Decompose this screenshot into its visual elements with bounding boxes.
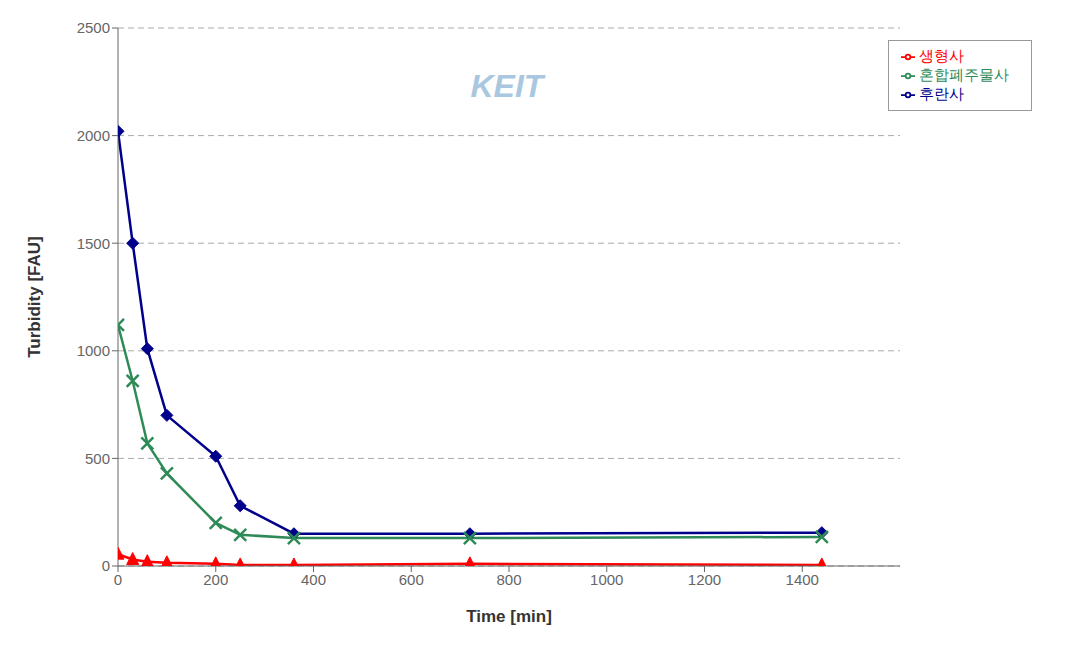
svg-text:500: 500 — [85, 450, 110, 467]
html-text:후란사: 후란사 — [919, 85, 964, 102]
svg-text:0: 0 — [114, 571, 122, 588]
svg-text:600: 600 — [399, 571, 424, 588]
svg-text:Time [min]: Time [min] — [466, 607, 552, 626]
svg-text:1200: 1200 — [688, 571, 721, 588]
svg-text:Turbidity [FAU]: Turbidity [FAU] — [25, 236, 44, 358]
svg-text:1400: 1400 — [786, 571, 819, 588]
svg-text:2500: 2500 — [77, 19, 110, 36]
svg-text:1000: 1000 — [590, 571, 623, 588]
html-text:생형사: 생형사 — [919, 47, 964, 64]
svg-text:2000: 2000 — [77, 127, 110, 144]
svg-text:1500: 1500 — [77, 235, 110, 252]
svg-text:400: 400 — [301, 571, 326, 588]
html-text:KEIT: KEIT — [470, 68, 544, 104]
svg-text:800: 800 — [496, 571, 521, 588]
html-text:혼합폐주물사: 혼합폐주물사 — [919, 66, 1009, 83]
svg-text:0: 0 — [102, 557, 110, 574]
svg-text:200: 200 — [203, 571, 228, 588]
svg-text:1000: 1000 — [77, 342, 110, 359]
